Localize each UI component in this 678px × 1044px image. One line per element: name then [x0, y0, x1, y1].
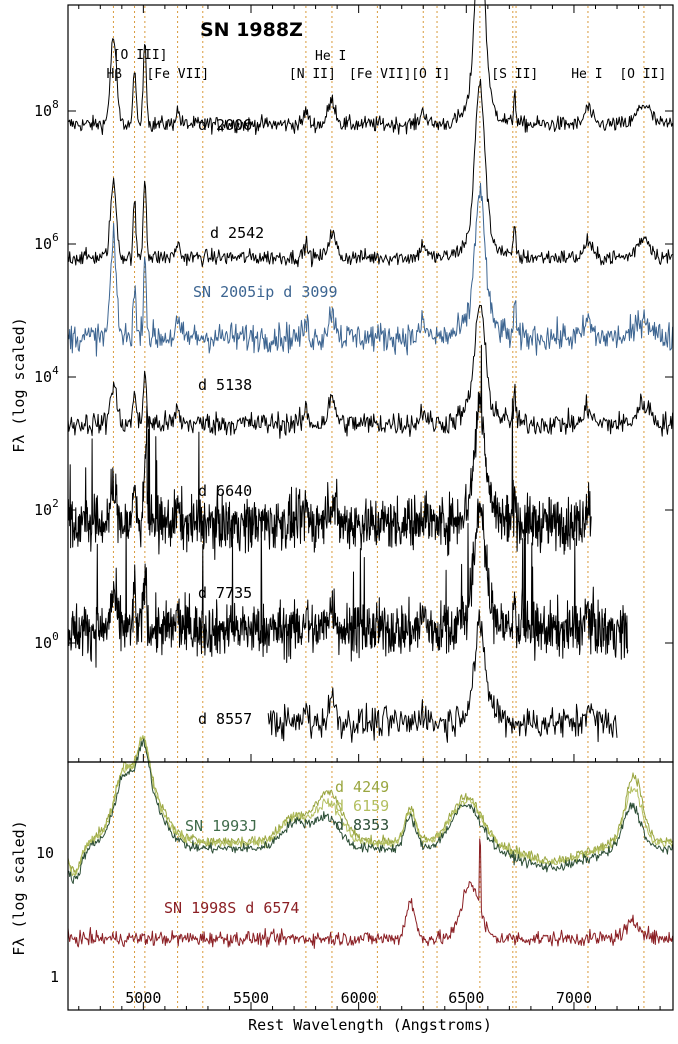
line-label-8: He I — [571, 67, 602, 82]
spectrum-bottom-d-8353 — [67, 738, 674, 884]
bottom-ytick-10: 10 — [36, 844, 54, 862]
xtick-label-5500: 5500 — [233, 989, 269, 1007]
line-label-6: [O I] — [411, 67, 450, 82]
epoch-label-1998s-6574: SN 1998S d 6574 — [164, 899, 299, 917]
bottom-panel-frame — [67, 761, 674, 1011]
epoch-label-6640: d 6640 — [198, 482, 252, 500]
epoch-label-4249: d 4249 — [335, 778, 389, 796]
spectrum-d-2542 — [67, 78, 673, 268]
line-label-2: [Fe VII] — [146, 67, 209, 82]
line-label-0: Hβ — [106, 67, 122, 82]
xtick-label-5000: 5000 — [125, 989, 161, 1007]
xtick-label-7000: 7000 — [556, 989, 592, 1007]
spectrum-d-5138 — [67, 304, 674, 439]
epoch-label-7735: d 7735 — [198, 584, 252, 602]
top-ytick-0: 108 — [34, 98, 59, 120]
bottom-y-axis-label: Fλ (log scaled) — [10, 820, 28, 955]
object-label-1993j: SN 1993J — [185, 817, 257, 835]
epoch-label-6159: d 6159 — [335, 797, 389, 815]
top-ytick-1: 106 — [34, 231, 59, 253]
line-label-3: He I — [315, 49, 346, 64]
spectrum-d-8557 — [267, 609, 618, 743]
axis-ticks — [68, 5, 673, 1010]
epoch-label-2006: d 2006 — [198, 116, 252, 134]
line-label-5: [Fe VII] — [349, 67, 412, 82]
epoch-label-2005ip-3099: SN 2005ip d 3099 — [193, 283, 338, 301]
line-label-7: [S II] — [491, 67, 538, 82]
epoch-label-5138: d 5138 — [198, 376, 252, 394]
xtick-label-6500: 6500 — [448, 989, 484, 1007]
top-y-tick-labels: 108 106 104 102 100 — [34, 98, 59, 652]
spectrum-d-2006 — [67, 0, 674, 135]
top-panel-frame — [67, 4, 674, 763]
top-ytick-4: 100 — [34, 630, 59, 652]
line-label-4: [N II] — [289, 67, 336, 82]
x-axis-label: Rest Wavelength (Angstroms) — [248, 1016, 492, 1034]
top-y-axis-label: Fλ (log scaled) — [10, 317, 28, 452]
spectrum-d-6640 — [67, 344, 592, 560]
spectrum-d-7735 — [67, 498, 629, 668]
top-panel-spectra — [67, 0, 674, 743]
bottom-panel-spectra — [67, 735, 674, 949]
spectrum-sn-2005ip-d-3099 — [67, 182, 674, 357]
line-label-9: [O II] — [619, 67, 666, 82]
epoch-label-8557: d 8557 — [198, 710, 252, 728]
bottom-ytick-1: 1 — [50, 968, 59, 986]
chart-title: SN 1988Z — [200, 19, 303, 41]
line-label-1: [O III] — [113, 48, 168, 63]
xtick-label-6000: 6000 — [341, 989, 377, 1007]
line-id-labels: Hβ[O III][Fe VII]He I[N II] [Fe VII] [O I]… — [106, 48, 666, 82]
epoch-label-2542: d 2542 — [210, 224, 264, 242]
x-tick-labels: 5000 5500 6000 6500 7000 — [125, 989, 592, 1007]
spectrum-bottom-d-6159 — [67, 735, 674, 877]
epoch-label-8353: d 8353 — [335, 816, 389, 834]
top-ytick-2: 104 — [34, 364, 59, 386]
spectrum-bottom-sn-1998s-d-6574 — [67, 838, 674, 949]
top-ytick-3: 102 — [34, 497, 59, 519]
